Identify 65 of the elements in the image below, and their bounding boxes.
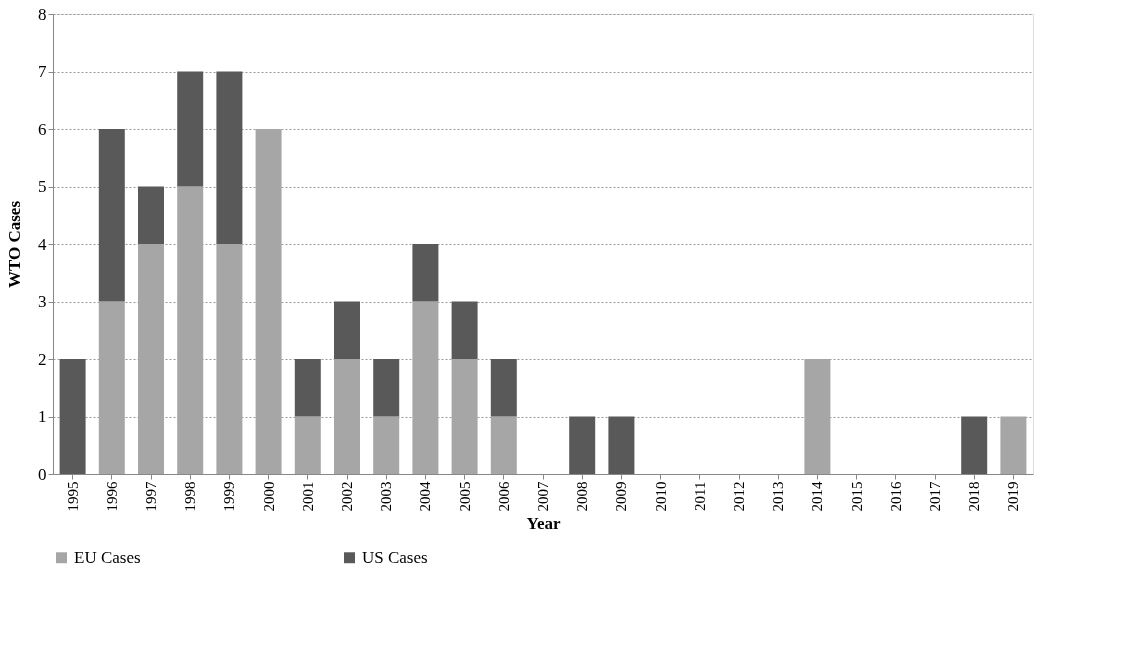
x-tick-label: 2011 <box>691 481 708 511</box>
bar <box>177 186 204 474</box>
x-tick-label: 2017 <box>927 481 943 512</box>
y-tick-label: 6 <box>38 119 47 139</box>
bar <box>216 71 243 244</box>
bar <box>294 416 321 474</box>
bar <box>490 359 517 417</box>
x-tick-label: 2001 <box>299 481 316 512</box>
legend-label: EU Cases <box>74 547 141 567</box>
y-tick-label: 1 <box>38 407 47 426</box>
x-tick-label: 2003 <box>378 481 395 512</box>
x-tick-label: 2008 <box>574 481 591 512</box>
bar <box>412 301 439 474</box>
x-tick-label: 2004 <box>417 481 434 512</box>
bar <box>138 186 164 244</box>
bar <box>451 359 478 474</box>
bar <box>961 416 988 474</box>
y-tick-label: 2 <box>38 349 47 369</box>
x-tick-label: 1999 <box>221 481 238 512</box>
y-axis-title: WTO Cases <box>5 200 24 289</box>
y-tick-label: 7 <box>38 62 47 81</box>
x-tick-label: 2018 <box>966 481 983 512</box>
x-tick-label: 2000 <box>260 481 277 512</box>
x-tick-label: 1996 <box>103 481 120 512</box>
x-tick-label: 2002 <box>339 481 355 512</box>
y-tick-label: 0 <box>38 464 47 484</box>
x-tick-label: 2014 <box>809 481 826 512</box>
bar <box>608 416 635 474</box>
x-tick-label: 2012 <box>731 481 747 512</box>
bar <box>490 416 517 474</box>
bar <box>373 359 400 417</box>
bar <box>334 301 360 359</box>
bar <box>59 359 86 474</box>
x-tick-label: 2013 <box>770 481 787 512</box>
x-tick-label: 2019 <box>1005 481 1022 512</box>
x-tick-label: 2016 <box>887 481 904 512</box>
bar <box>177 71 204 187</box>
x-axis-title: Year <box>526 513 561 533</box>
x-tick-label: 1995 <box>64 481 81 512</box>
bar <box>373 416 400 474</box>
x-tick-label: 2010 <box>652 481 669 512</box>
y-tick-label: 3 <box>38 292 47 311</box>
bar <box>569 416 596 474</box>
bar <box>804 359 831 474</box>
x-tick-label: 2009 <box>613 481 630 512</box>
y-tick-label: 5 <box>38 177 47 196</box>
bar <box>451 301 478 359</box>
x-tick-label: 2015 <box>848 481 865 512</box>
bar <box>255 129 282 474</box>
bar <box>294 359 321 417</box>
bar <box>216 244 243 474</box>
x-tick-label: 2006 <box>495 481 512 512</box>
x-tick-label: 2007 <box>535 481 551 512</box>
x-tick-label: 1998 <box>182 481 199 512</box>
bar <box>1000 416 1027 474</box>
bar <box>412 244 439 302</box>
bar <box>138 244 164 474</box>
bar <box>98 301 125 474</box>
bar <box>98 129 125 302</box>
y-tick-label: 4 <box>38 234 47 254</box>
bar <box>334 359 360 474</box>
legend-label: US Cases <box>362 547 428 567</box>
x-tick-label: 2005 <box>456 481 473 512</box>
y-tick-label: 8 <box>38 4 47 24</box>
x-tick-label: 1997 <box>143 481 159 512</box>
